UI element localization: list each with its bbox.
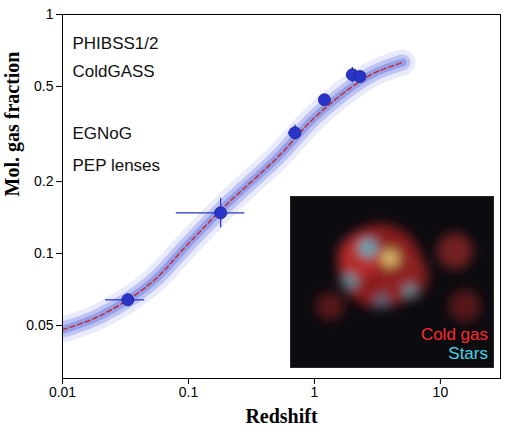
svg-text:Redshift: Redshift — [245, 405, 318, 427]
svg-text:PHIBSS1/2: PHIBSS1/2 — [73, 34, 159, 53]
svg-text:0.5: 0.5 — [34, 78, 54, 94]
svg-text:1: 1 — [311, 384, 319, 400]
svg-text:0.01: 0.01 — [49, 384, 76, 400]
svg-text:EGNoG: EGNoG — [73, 124, 133, 143]
svg-text:Cold gas: Cold gas — [421, 325, 488, 344]
svg-text:0.1: 0.1 — [34, 245, 54, 261]
svg-text:1: 1 — [46, 6, 54, 22]
svg-text:10: 10 — [433, 384, 449, 400]
svg-text:ColdGASS: ColdGASS — [73, 62, 155, 81]
svg-text:0.05: 0.05 — [26, 317, 53, 333]
svg-text:Stars: Stars — [448, 344, 488, 363]
svg-text:0.1: 0.1 — [179, 384, 199, 400]
svg-text:0.2: 0.2 — [34, 173, 54, 189]
svg-text:PEP lenses: PEP lenses — [73, 156, 161, 175]
svg-text:Mol. gas fraction: Mol. gas fraction — [1, 52, 24, 197]
